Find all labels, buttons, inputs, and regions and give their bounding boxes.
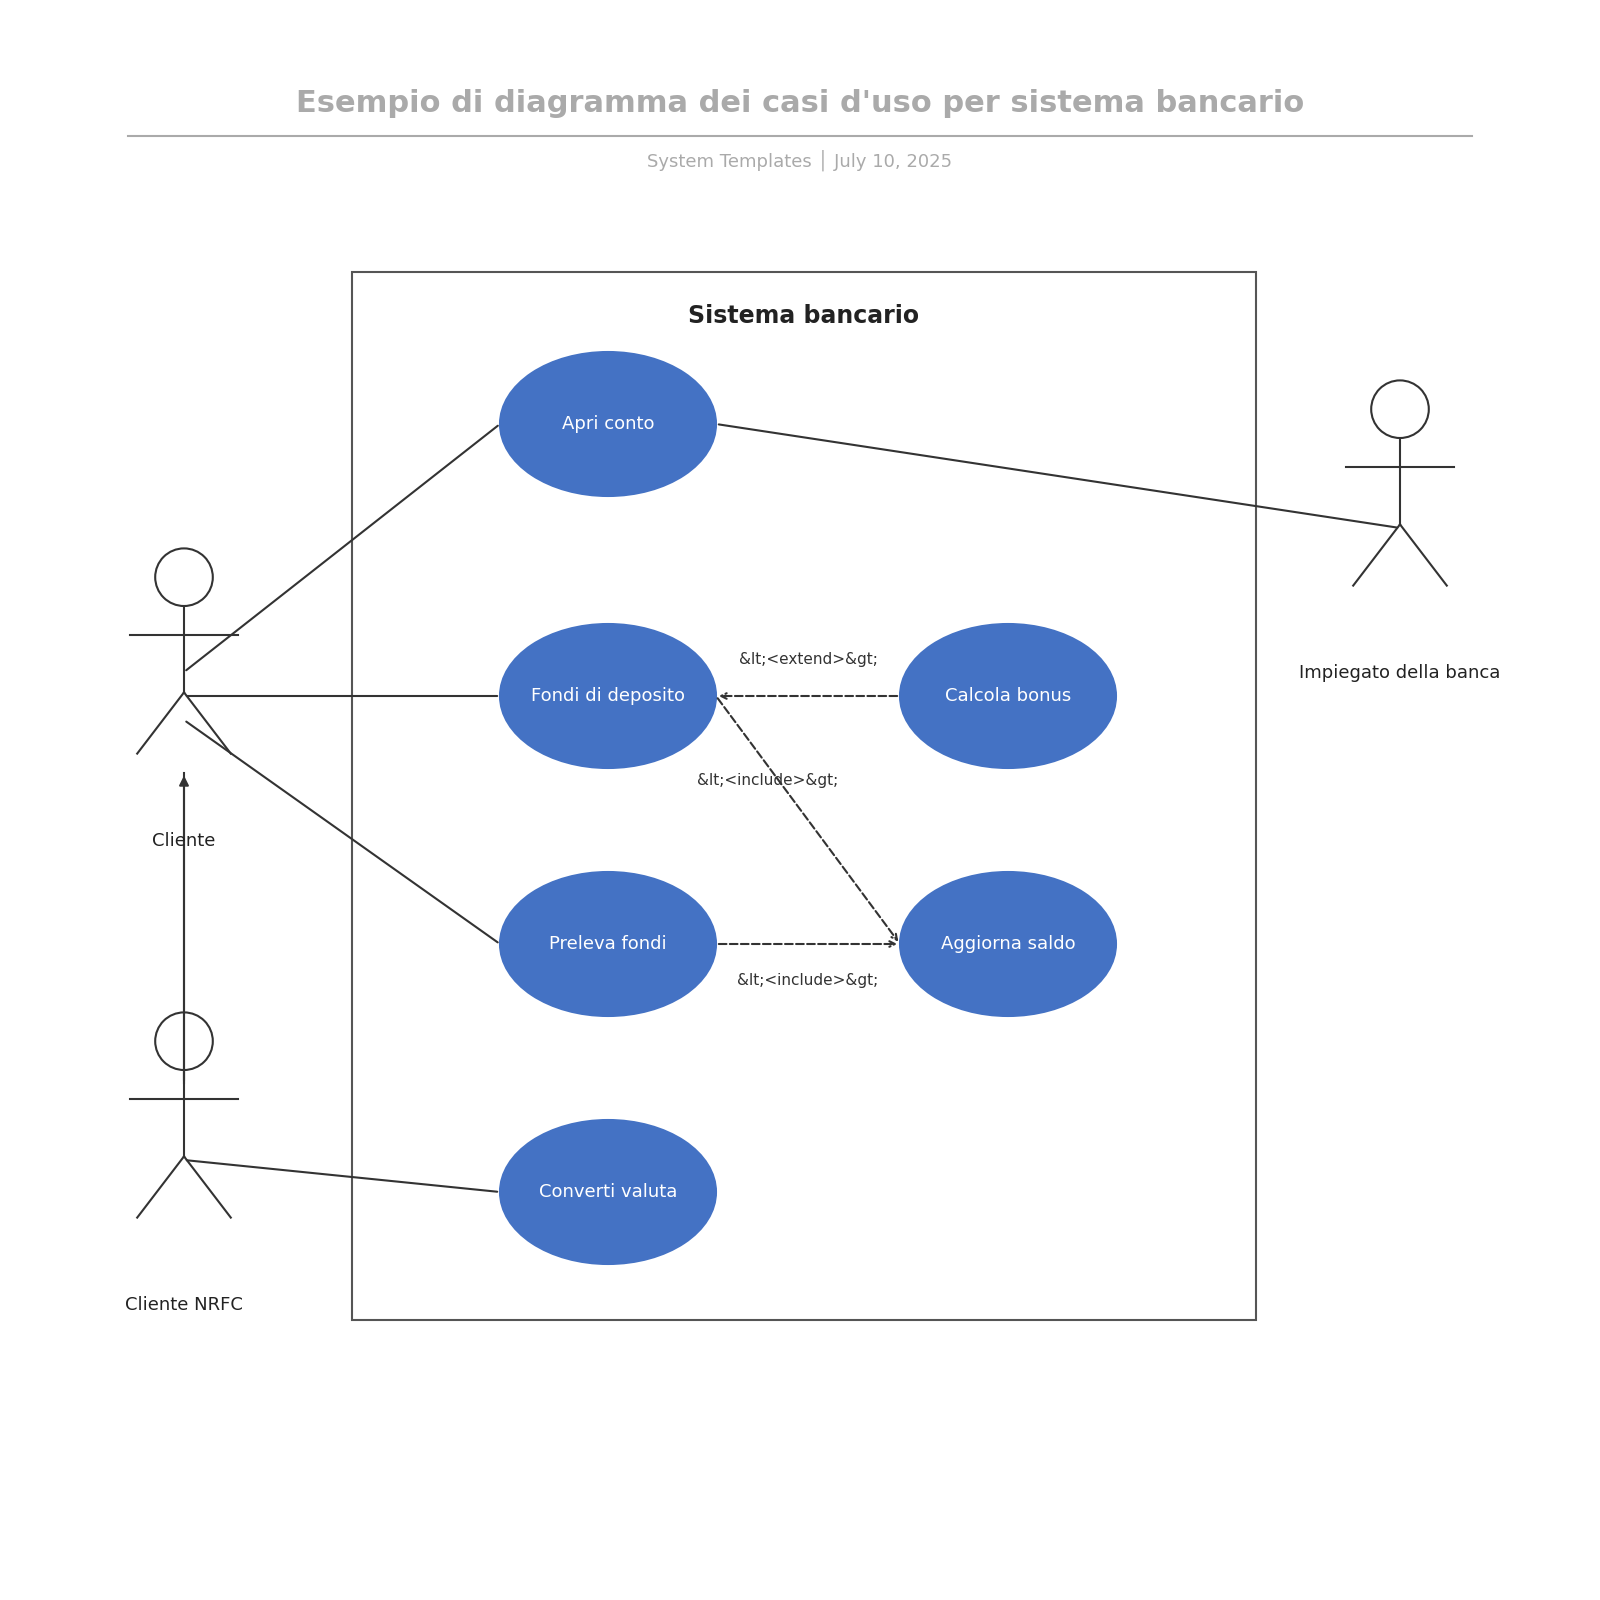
FancyBboxPatch shape [352, 272, 1256, 1320]
Ellipse shape [899, 624, 1117, 768]
Text: Cliente: Cliente [152, 832, 216, 850]
Text: Converti valuta: Converti valuta [539, 1182, 677, 1202]
Text: &lt;<extend>&gt;: &lt;<extend>&gt; [739, 653, 877, 667]
Ellipse shape [499, 352, 717, 496]
Text: Aggiorna saldo: Aggiorna saldo [941, 934, 1075, 954]
Text: Apri conto: Apri conto [562, 414, 654, 434]
Ellipse shape [499, 1120, 717, 1264]
Text: Preleva fondi: Preleva fondi [549, 934, 667, 954]
Ellipse shape [499, 872, 717, 1016]
Text: &lt;<include>&gt;: &lt;<include>&gt; [698, 773, 838, 789]
Text: Cliente NRFC: Cliente NRFC [125, 1296, 243, 1314]
Text: Impiegato della banca: Impiegato della banca [1299, 664, 1501, 682]
Text: &lt;<include>&gt;: &lt;<include>&gt; [738, 973, 878, 987]
Ellipse shape [899, 872, 1117, 1016]
Text: Esempio di diagramma dei casi d'uso per sistema bancario: Esempio di diagramma dei casi d'uso per … [296, 90, 1304, 118]
Text: Sistema bancario: Sistema bancario [688, 304, 920, 328]
Ellipse shape [499, 624, 717, 768]
Text: Fondi di deposito: Fondi di deposito [531, 686, 685, 706]
Text: System Templates │ July 10, 2025: System Templates │ July 10, 2025 [648, 149, 952, 171]
Text: Calcola bonus: Calcola bonus [946, 686, 1070, 706]
